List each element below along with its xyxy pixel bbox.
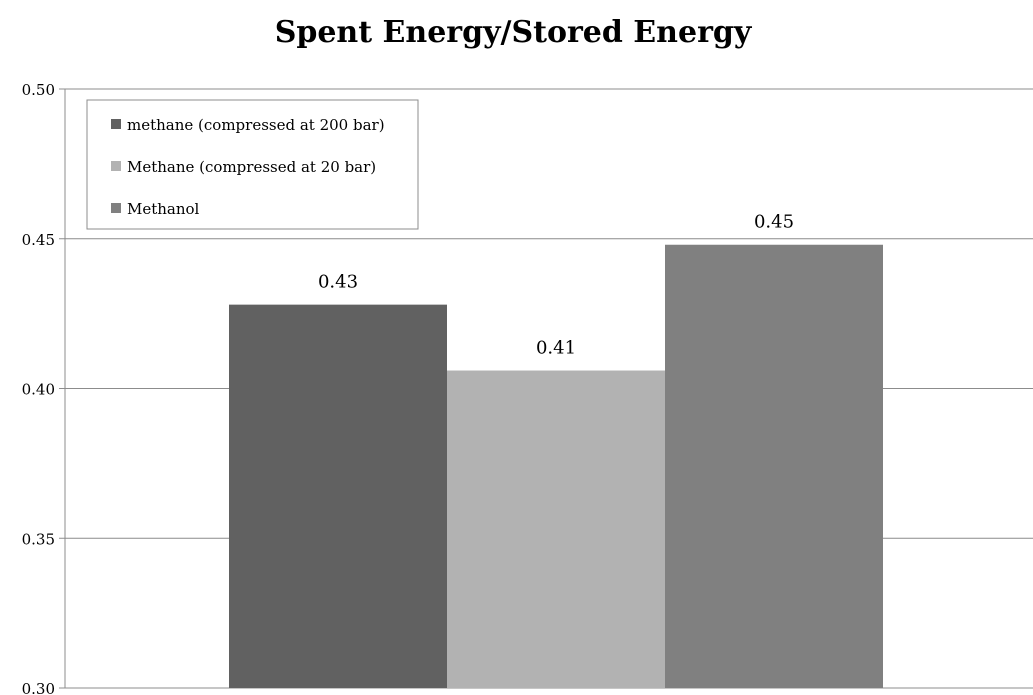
- y-tick-label: 0.35: [22, 530, 55, 548]
- y-tick-label: 0.50: [22, 81, 55, 99]
- data-labels: 0.43 0.41 0.45: [318, 212, 794, 359]
- legend-label: methane (compressed at 200 bar): [127, 116, 385, 134]
- legend-swatch: [111, 203, 121, 213]
- legend-label: Methane (compressed at 20 bar): [127, 158, 376, 176]
- legend: methane (compressed at 200 bar) Methane (…: [86, 99, 419, 230]
- data-label: 0.41: [536, 338, 576, 359]
- y-tick-label: 0.45: [22, 231, 55, 249]
- chart-title: Spent Energy/Stored Energy: [275, 15, 753, 50]
- bar: [665, 244, 883, 689]
- data-label: 0.45: [754, 212, 794, 233]
- y-tick-label: 0.40: [22, 381, 55, 399]
- data-label: 0.43: [318, 272, 358, 293]
- bar: [447, 370, 665, 688]
- bars: [229, 244, 883, 689]
- y-tick-label: 0.30: [22, 680, 55, 695]
- y-axis: 0.50 0.45 0.40 0.35 0.30: [22, 81, 66, 695]
- legend-swatch: [111, 161, 121, 171]
- legend-box: [86, 99, 419, 230]
- legend-swatch: [111, 119, 121, 129]
- legend-label: Methanol: [127, 200, 200, 218]
- bar: [229, 304, 447, 688]
